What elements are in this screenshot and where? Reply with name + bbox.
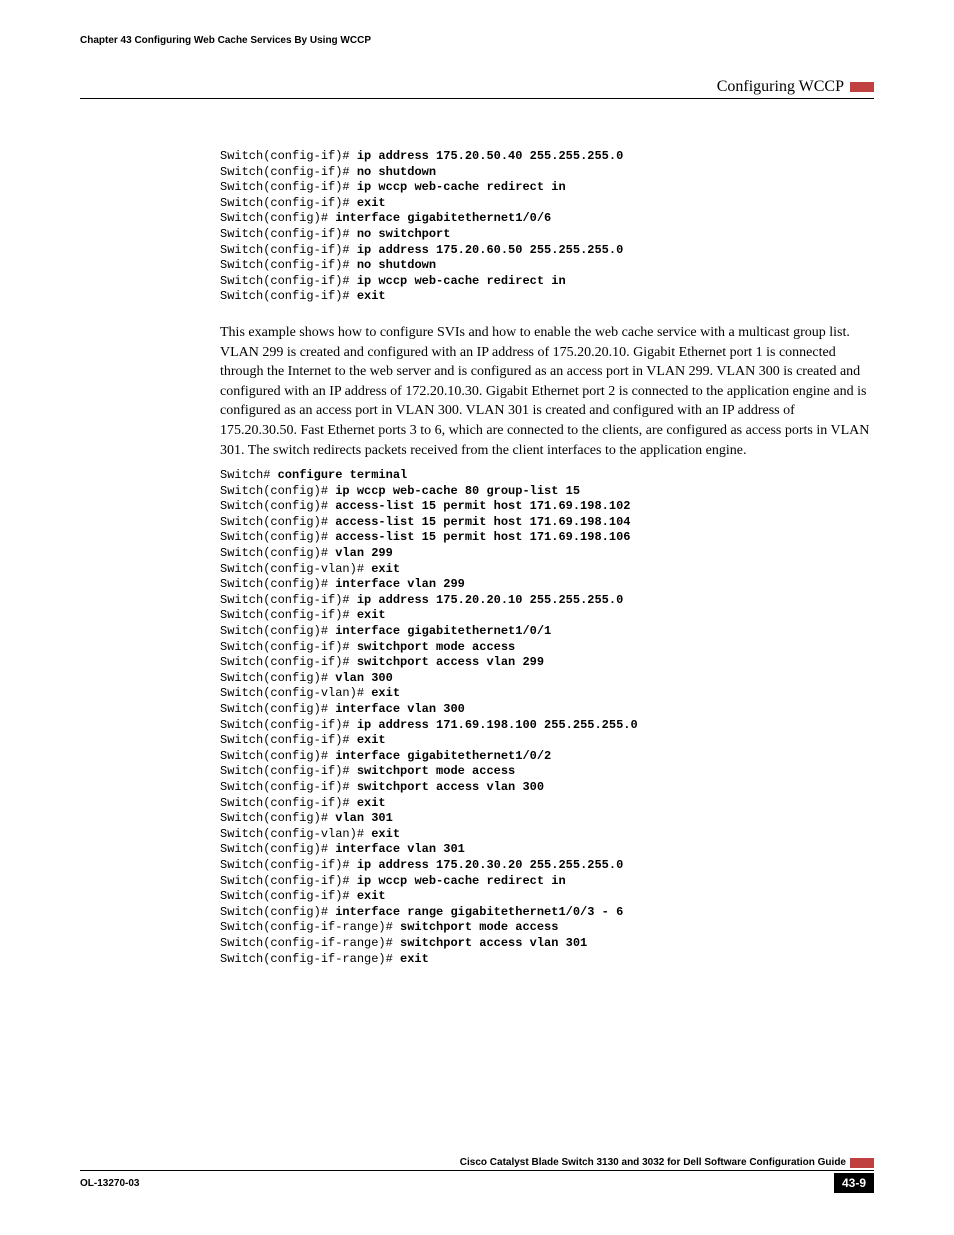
footer-doc-number: OL-13270-03 [80, 1178, 139, 1189]
footer-red-bar-icon [850, 1158, 874, 1168]
section-label-row: Configuring WCCP [717, 78, 874, 96]
explanation-paragraph: This example shows how to configure SVIs… [220, 323, 874, 460]
page-header: Chapter 43 Configuring Web Cache Service… [80, 35, 874, 46]
code-block-2: Switch# configure terminal Switch(config… [220, 468, 874, 967]
section-label: Configuring WCCP [717, 78, 844, 96]
page-footer: Cisco Catalyst Blade Switch 3130 and 303… [80, 1157, 874, 1193]
code-block-1: Switch(config-if)# ip address 175.20.50.… [220, 149, 874, 305]
content-area: Switch(config-if)# ip address 175.20.50.… [80, 99, 874, 967]
header-red-bar-icon [850, 82, 874, 92]
footer-rule [80, 1170, 874, 1171]
page-number: 43-9 [834, 1173, 874, 1193]
footer-guide-title: Cisco Catalyst Blade Switch 3130 and 303… [460, 1157, 846, 1168]
chapter-label: Chapter 43 Configuring Web Cache Service… [80, 35, 371, 46]
